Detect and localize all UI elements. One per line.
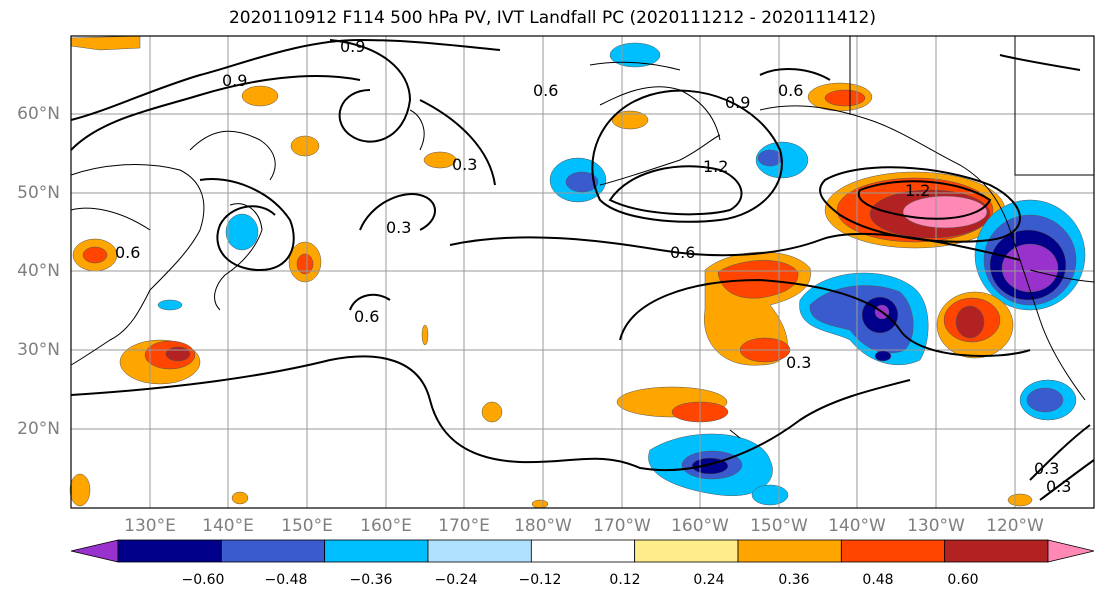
colorbar-tick-label: −0.48	[264, 572, 308, 588]
colorbar-tick-label: 0.60	[947, 572, 979, 588]
colorbar-extend-low	[70, 539, 119, 563]
colorbar-segment	[634, 539, 739, 563]
colorbar-segment	[530, 539, 636, 563]
colorbar-tick-label: −0.24	[434, 572, 478, 588]
colorbar-tick-label: 0.24	[693, 572, 725, 588]
coastlines	[70, 36, 1095, 439]
pv-contours	[70, 38, 1095, 501]
lat-label: 40°N	[17, 261, 60, 281]
contour-label: 0.3	[1046, 477, 1071, 496]
colorbar-tick-label: −0.12	[518, 572, 562, 588]
contour-label: 0.6	[670, 243, 695, 262]
contour-label: 0.9	[340, 37, 365, 56]
lon-label: 180°W	[514, 516, 572, 536]
map-panel: 0.9 0.9 0.6 0.6 0.9 0.6 0.3 0.3 0.6 0.6 …	[69, 35, 1095, 509]
lat-label: 50°N	[17, 183, 60, 203]
colorbar-segment	[220, 539, 326, 563]
colorbar-extend-high	[1047, 539, 1095, 563]
colorbar-tick-label: 0.36	[778, 572, 810, 588]
contour-label: 0.6	[115, 243, 140, 262]
lon-label: 150°E	[281, 516, 333, 536]
lon-label: 170°W	[593, 516, 651, 536]
lon-label: 130°E	[124, 516, 176, 536]
colorbar	[70, 539, 1095, 563]
lat-label: 60°N	[17, 104, 60, 124]
contour-label: 0.6	[354, 307, 379, 326]
lon-label: 160°W	[671, 516, 729, 536]
colorbar-segment	[427, 539, 532, 563]
contour-label: 0.3	[452, 155, 477, 174]
lon-label: 170°E	[438, 516, 490, 536]
contour-label: 0.9	[725, 93, 750, 112]
contour-label: 1.2	[703, 157, 728, 176]
lon-label: 120°W	[986, 516, 1044, 536]
lat-label: 20°N	[17, 419, 60, 439]
contour-label: 0.6	[778, 81, 803, 100]
colorbar-tick-label: 0.48	[862, 572, 894, 588]
colorbar-segment	[737, 539, 842, 563]
lat-label: 30°N	[17, 340, 60, 360]
lon-label: 150°W	[750, 516, 808, 536]
colorbar-segment	[840, 539, 946, 563]
colorbar-tick-label: −0.36	[349, 572, 393, 588]
contour-label: 1.2	[905, 181, 930, 200]
contour-label: 0.9	[222, 71, 247, 90]
contour-label: 0.3	[1034, 459, 1059, 478]
contour-labels: 0.9 0.9 0.6 0.6 0.9 0.6 0.3 0.3 0.6 0.6 …	[115, 37, 1071, 496]
colorbar-tick-label: −0.60	[181, 572, 225, 588]
lon-label: 140°W	[828, 516, 886, 536]
colorbar-segment	[944, 539, 1049, 563]
lon-label: 160°E	[360, 516, 412, 536]
contour-label: 0.3	[386, 218, 411, 237]
contour-label: 0.6	[533, 81, 558, 100]
map-title: 2020110912 F114 500 hPa PV, IVT Landfall…	[228, 8, 876, 28]
colorbar-segment	[324, 539, 429, 563]
gridlines	[71, 36, 1094, 508]
colorbar-segment	[117, 539, 222, 563]
lon-label: 140°E	[202, 516, 254, 536]
lon-label: 130°W	[907, 516, 965, 536]
contour-label: 0.3	[786, 353, 811, 372]
colorbar-tick-label: 0.12	[609, 572, 641, 588]
